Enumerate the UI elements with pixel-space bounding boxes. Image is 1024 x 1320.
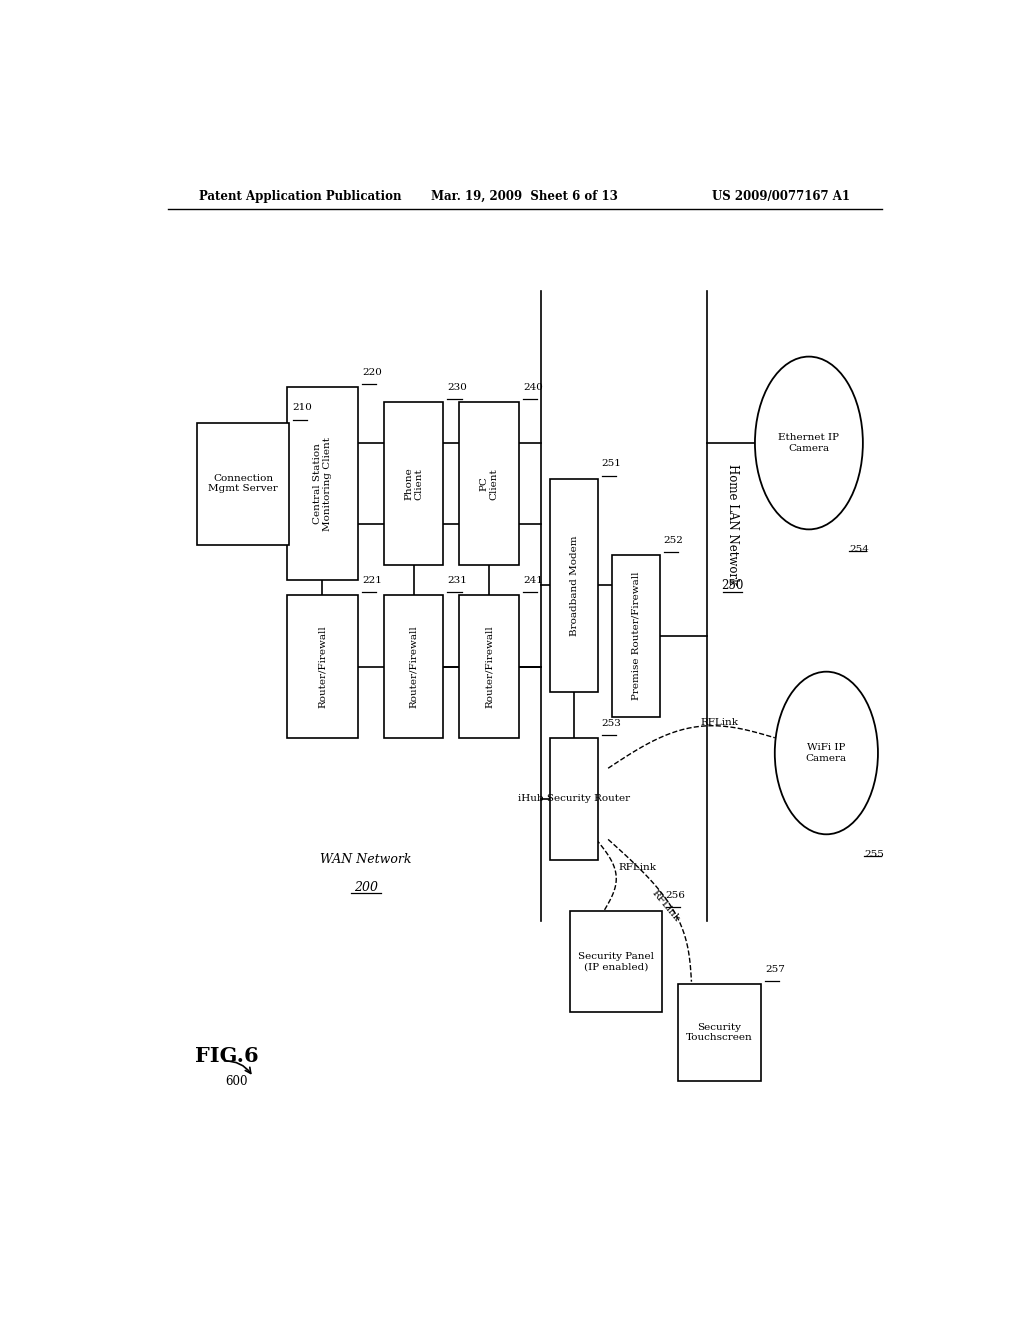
- Text: FIG.6: FIG.6: [196, 1045, 259, 1065]
- FancyBboxPatch shape: [612, 554, 659, 718]
- Text: WiFi IP
Camera: WiFi IP Camera: [806, 743, 847, 763]
- Text: Router/Firewall: Router/Firewall: [410, 626, 418, 708]
- FancyBboxPatch shape: [550, 479, 598, 692]
- Text: 250: 250: [722, 578, 743, 591]
- Text: 251: 251: [602, 459, 622, 469]
- Text: 231: 231: [447, 577, 467, 585]
- FancyBboxPatch shape: [460, 403, 519, 565]
- Text: 220: 220: [362, 368, 382, 378]
- Text: 257: 257: [765, 965, 784, 974]
- FancyBboxPatch shape: [287, 595, 358, 738]
- Text: Broadband Modem: Broadband Modem: [569, 535, 579, 635]
- Ellipse shape: [775, 672, 878, 834]
- Text: RFLink: RFLink: [700, 718, 738, 727]
- Text: Router/Firewall: Router/Firewall: [484, 626, 494, 708]
- Text: Patent Application Publication: Patent Application Publication: [200, 190, 402, 202]
- Text: Router/Firewall: Router/Firewall: [317, 626, 327, 708]
- Text: RFLink: RFLink: [618, 863, 656, 873]
- Text: RFLink: RFLink: [650, 888, 682, 923]
- FancyBboxPatch shape: [460, 595, 519, 738]
- Text: Central Station
Monitoring Client: Central Station Monitoring Client: [312, 437, 332, 531]
- FancyBboxPatch shape: [570, 911, 662, 1012]
- Ellipse shape: [755, 356, 863, 529]
- Text: 252: 252: [664, 536, 684, 545]
- Text: PC
Client: PC Client: [479, 467, 499, 499]
- Text: 253: 253: [602, 718, 622, 727]
- Text: 240: 240: [523, 383, 543, 392]
- Text: Security Panel
(IP enabled): Security Panel (IP enabled): [579, 952, 654, 972]
- Text: iHub Security Router: iHub Security Router: [518, 795, 630, 804]
- Text: 254: 254: [849, 545, 868, 553]
- Text: US 2009/0077167 A1: US 2009/0077167 A1: [712, 190, 850, 202]
- FancyBboxPatch shape: [287, 387, 358, 581]
- Text: Phone
Client: Phone Client: [404, 467, 423, 500]
- Text: Connection
Mgmt Server: Connection Mgmt Server: [208, 474, 278, 494]
- Text: 221: 221: [362, 577, 382, 585]
- Text: 210: 210: [293, 404, 312, 412]
- Text: 241: 241: [523, 577, 543, 585]
- FancyBboxPatch shape: [550, 738, 598, 859]
- FancyBboxPatch shape: [384, 595, 443, 738]
- Text: 600: 600: [225, 1074, 248, 1088]
- Text: Home LAN Network: Home LAN Network: [726, 463, 739, 585]
- Text: Premise Router/Firewall: Premise Router/Firewall: [632, 572, 640, 701]
- Text: 256: 256: [666, 891, 685, 900]
- Text: 200: 200: [354, 880, 378, 894]
- Text: 230: 230: [447, 383, 467, 392]
- FancyBboxPatch shape: [384, 403, 443, 565]
- Text: Mar. 19, 2009  Sheet 6 of 13: Mar. 19, 2009 Sheet 6 of 13: [431, 190, 618, 202]
- Text: 255: 255: [864, 850, 884, 858]
- Text: Ethernet IP
Camera: Ethernet IP Camera: [778, 433, 840, 453]
- Text: Security
Touchscreen: Security Touchscreen: [686, 1023, 753, 1043]
- Text: WAN Network: WAN Network: [321, 853, 412, 866]
- FancyBboxPatch shape: [198, 422, 289, 545]
- FancyBboxPatch shape: [678, 985, 761, 1081]
